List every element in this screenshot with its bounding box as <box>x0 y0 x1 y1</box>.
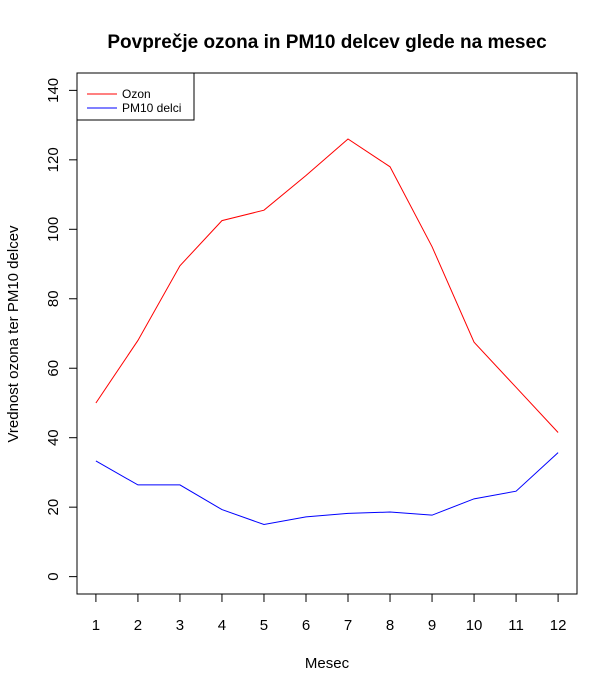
x-tick-label: 8 <box>386 617 394 634</box>
series-line-pm10-delci <box>95 452 559 526</box>
data-point <box>474 498 475 499</box>
y-tick-label: 120 <box>45 147 62 172</box>
y-tick-label: 80 <box>45 290 62 307</box>
y-axis-title: Vrednost ozona ter PM10 delcev <box>5 225 22 443</box>
data-point <box>348 138 349 139</box>
y-tick-label: 20 <box>45 499 62 516</box>
x-axis-title: Mesec <box>305 655 350 672</box>
y-tick-label: 100 <box>45 217 62 242</box>
legend: Ozon PM10 delci <box>76 72 195 121</box>
data-point <box>432 515 433 516</box>
data-point <box>95 402 96 403</box>
series-line-ozon <box>95 138 559 433</box>
data-point <box>474 342 475 343</box>
chart-title: Povprečje ozona in PM10 delcev glede na … <box>107 32 547 53</box>
x-tick-label: 10 <box>466 617 483 634</box>
data-point <box>137 340 138 341</box>
legend-label-pm10: PM10 delci <box>122 101 181 115</box>
x-tick-label: 5 <box>260 617 268 634</box>
x-tick-label: 6 <box>302 617 310 634</box>
x-tick-label: 2 <box>134 617 142 634</box>
x-tick-label: 3 <box>176 617 184 634</box>
y-tick-label: 0 <box>45 572 62 580</box>
x-tick-label: 1 <box>92 617 100 634</box>
data-point <box>305 516 306 517</box>
x-tick-label: 12 <box>550 617 567 634</box>
data-point <box>179 484 180 485</box>
y-tick-label: 60 <box>45 360 62 377</box>
data-point <box>263 210 264 211</box>
y-axis: 0 20 40 60 80 100 120 140 <box>45 78 77 581</box>
x-tick-label: 9 <box>428 617 436 634</box>
x-tick-label: 7 <box>344 617 352 634</box>
x-tick-label: 4 <box>218 617 226 634</box>
data-point <box>221 509 222 510</box>
legend-label-ozon: Ozon <box>122 87 151 101</box>
data-point <box>179 265 180 266</box>
data-point <box>390 512 391 513</box>
data-point <box>263 524 264 525</box>
data-point <box>305 175 306 176</box>
data-point <box>516 491 517 492</box>
data-point <box>95 460 96 461</box>
data-point <box>221 220 222 221</box>
series-layer <box>95 138 559 526</box>
legend-box <box>76 72 195 121</box>
plot-frame <box>76 72 578 595</box>
data-point <box>137 484 138 485</box>
data-point <box>558 452 559 453</box>
x-tick-label: 11 <box>508 617 524 634</box>
x-axis: 1 2 3 4 5 6 7 8 9 10 11 12 <box>92 594 567 634</box>
y-tick-label: 140 <box>45 78 62 103</box>
data-point <box>390 166 391 167</box>
data-point <box>516 387 517 388</box>
data-point <box>348 513 349 514</box>
y-tick-label: 40 <box>45 429 62 446</box>
data-point <box>558 432 559 433</box>
data-point <box>432 246 433 247</box>
